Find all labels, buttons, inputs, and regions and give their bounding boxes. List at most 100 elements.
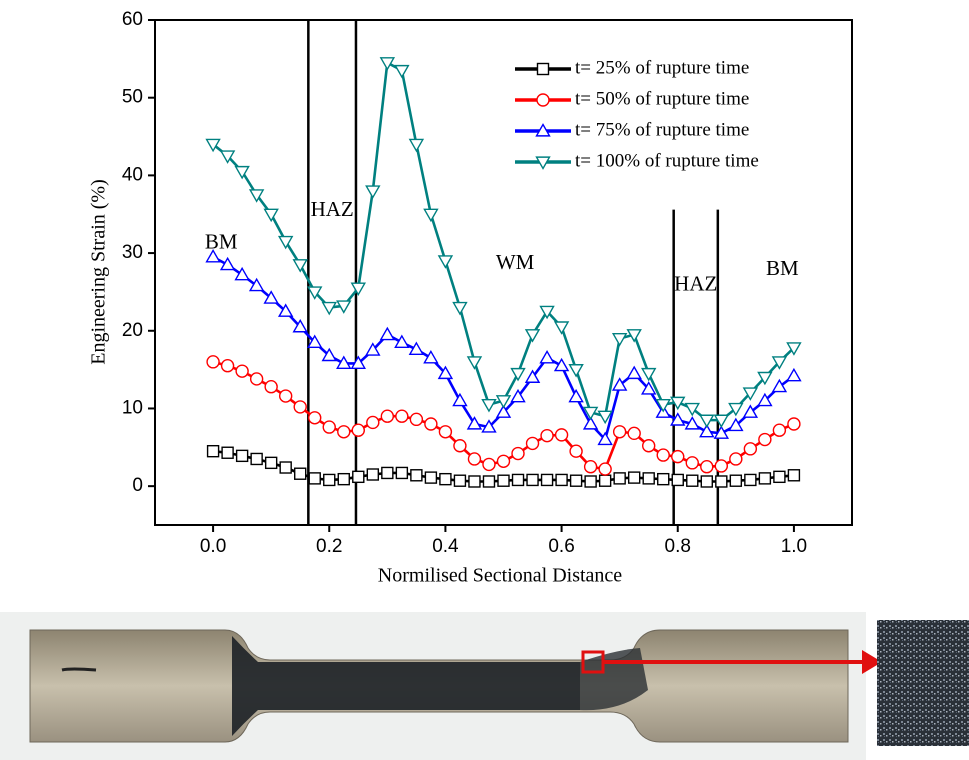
weld-region [232,636,580,736]
marker [408,341,425,355]
marker [235,364,249,378]
marker [786,342,802,356]
marker [540,473,554,487]
marker [684,402,700,417]
marker [496,454,511,468]
marker [249,372,264,386]
legend-marker [536,62,550,76]
marker [439,472,452,486]
marker [495,395,512,409]
marker [524,369,541,383]
marker [264,456,278,470]
annotation: BM [205,230,238,254]
marker [481,419,497,433]
legend-marker [535,123,551,137]
marker [787,417,801,431]
marker [555,473,568,487]
chart: Normilised Sectional Distance Engineerin… [88,9,853,587]
marker [553,321,570,335]
marker [410,469,423,482]
x-tick-label: 1.0 [781,536,807,557]
marker [365,342,381,356]
marker [568,388,584,403]
marker [758,472,772,485]
marker [626,365,642,380]
marker [524,329,541,343]
marker [539,350,555,364]
marker [526,473,539,487]
marker [713,414,730,429]
marker [452,301,468,316]
legend-label: t= 100% of rupture time [575,150,759,171]
y-tick-label: 40 [122,164,143,185]
marker [495,404,512,418]
marker [671,449,685,464]
marker [379,326,396,341]
x-tick-label: 0.6 [548,536,574,557]
marker [612,425,627,439]
marker [582,416,599,430]
y-axis-label: Engineering Strain (%) [88,179,110,365]
x-axis-label: Normilised Sectional Distance [378,565,623,587]
marker [670,412,686,426]
marker [597,431,613,446]
marker [743,442,758,456]
marker [248,189,265,203]
marker [294,467,307,480]
marker [293,400,307,414]
marker [381,466,394,480]
marker [742,404,759,418]
marker [437,365,454,380]
marker [684,416,700,430]
marker [466,416,483,430]
series-line [212,60,795,422]
marker [511,473,525,487]
x-tick-label: 0.2 [316,536,342,557]
marker [409,412,424,427]
marker [613,472,626,485]
marker [408,138,425,153]
annotation: HAZ [311,197,354,221]
marker [642,472,655,485]
marker [468,475,481,488]
marker [641,381,657,395]
marker [699,414,715,429]
marker [424,471,438,484]
marker [757,392,773,407]
marker [627,471,641,484]
marker [292,259,308,273]
specimen-photo [0,612,969,760]
annotation: BM [766,256,799,280]
marker [742,387,759,401]
marker [642,439,656,453]
legend-marker [535,156,551,170]
x-tick-label: 0.4 [432,536,459,557]
marker [729,474,743,487]
marker [350,282,366,296]
marker [685,456,699,470]
marking [61,667,97,672]
marker [771,356,788,370]
marker [553,357,570,372]
marker [337,425,351,439]
marker [569,444,583,458]
marker [467,452,482,466]
marker [264,380,278,394]
marker [351,423,365,437]
marker [395,466,409,480]
marker [453,474,467,487]
marker [423,208,439,223]
y-tick-label: 50 [122,87,143,108]
marker [715,475,728,488]
marker [250,452,263,466]
marker [700,460,714,474]
y-tick-label: 10 [122,397,143,418]
marker [221,446,234,459]
marker [787,469,801,482]
marker [481,399,497,413]
marker [423,350,439,364]
marker [234,165,250,180]
marker [671,473,684,487]
annotation: HAZ [674,272,717,296]
marker [627,426,641,441]
